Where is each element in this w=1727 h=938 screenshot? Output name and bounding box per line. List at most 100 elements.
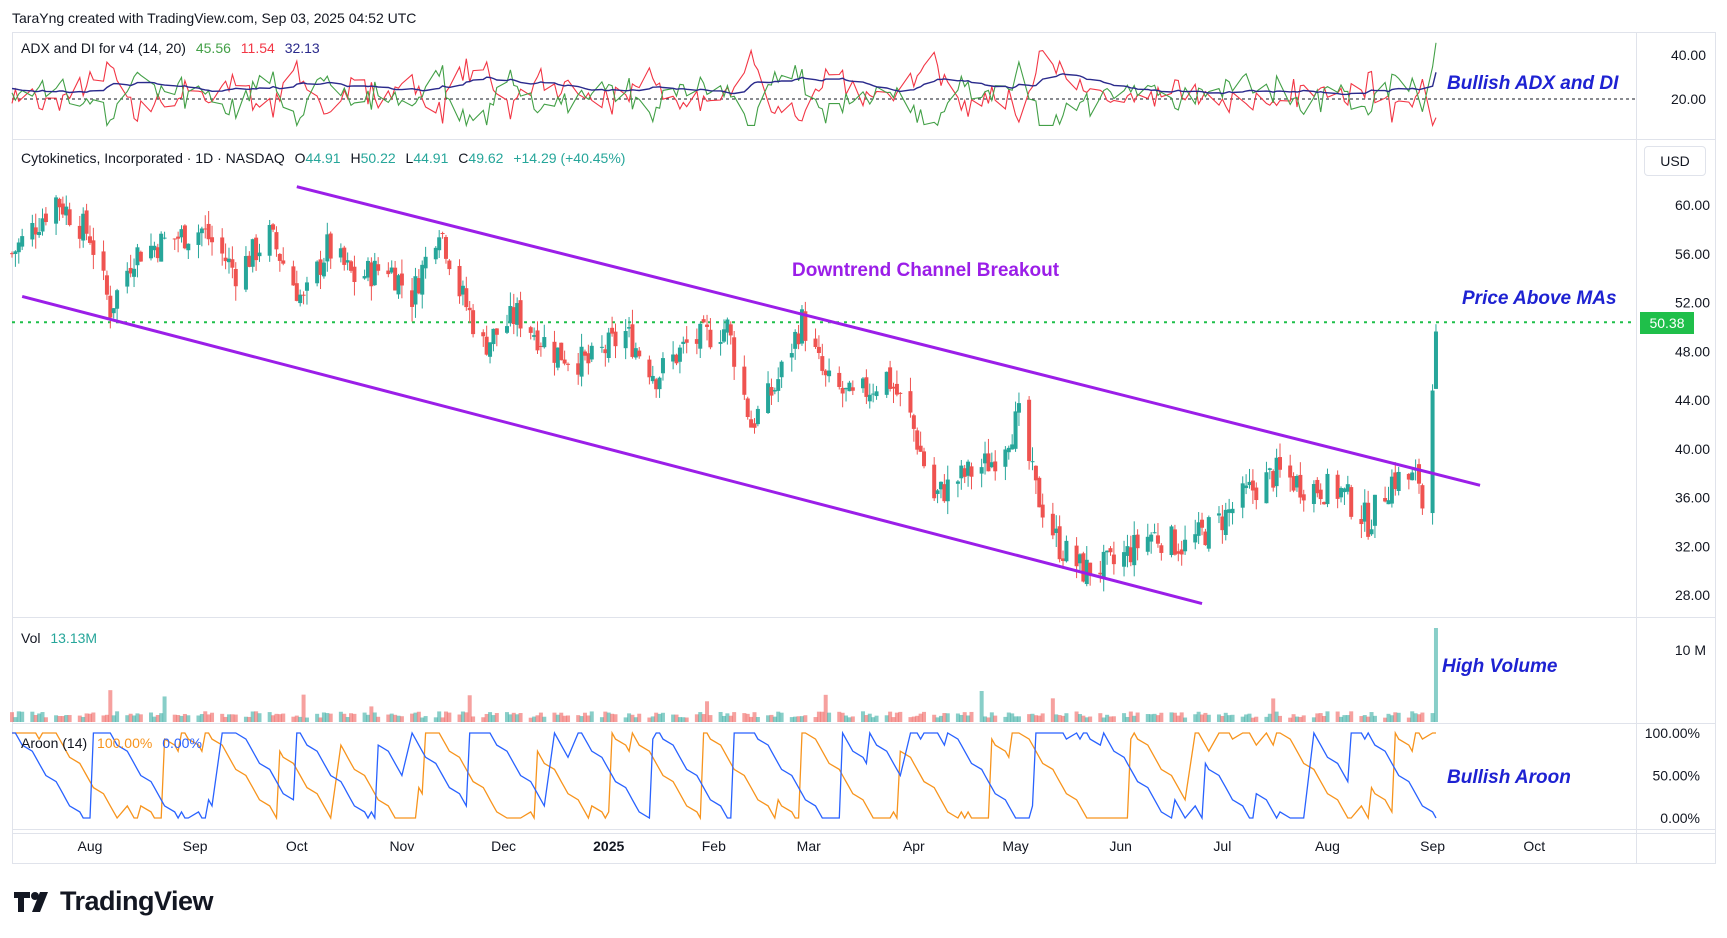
volume-bar (162, 696, 167, 722)
time-axis-tick: Dec (491, 838, 516, 854)
volume-bar (321, 712, 326, 722)
candle-body (1227, 509, 1232, 513)
volume-bar (979, 691, 984, 722)
volume-bar (1145, 714, 1150, 722)
volume-bar (277, 714, 282, 722)
candle-body (827, 370, 832, 377)
time-axis-tick: Sep (1420, 838, 1445, 854)
volume-bar (966, 715, 971, 722)
candle-body (1098, 572, 1103, 575)
candle-body (1203, 531, 1208, 546)
candle-body (243, 256, 248, 290)
volume-bar (369, 706, 374, 722)
candle-body (135, 247, 140, 266)
volume-bar (721, 715, 726, 722)
volume-bar (891, 717, 896, 722)
volume-bar (1430, 713, 1435, 722)
time-axis-tick: 2025 (593, 838, 624, 854)
price-axis-tick: 48.00 (1675, 343, 1710, 359)
candle-body (1366, 502, 1371, 537)
candle-body (1230, 508, 1235, 514)
volume-bar (1098, 713, 1103, 722)
tradingview-logo[interactable]: TradingView (12, 886, 214, 917)
volume-bar (223, 716, 228, 722)
candle-body (1393, 472, 1398, 490)
candle-body (13, 251, 18, 254)
volume-bar (932, 714, 937, 722)
volume-bar (708, 715, 713, 722)
tradingview-logo-text: TradingView (60, 886, 214, 916)
candle-body (1288, 465, 1293, 478)
candle-body (1359, 519, 1364, 525)
volume-bar (779, 712, 784, 722)
volume-bar (135, 713, 140, 722)
candle-body (1396, 471, 1401, 491)
volume-bar (196, 715, 201, 722)
candle-body (962, 468, 967, 477)
volume-bar (1155, 715, 1160, 722)
volume-bar (1176, 715, 1181, 722)
candle-body (1335, 474, 1340, 499)
volume-bar (532, 716, 537, 722)
candle-body (206, 223, 211, 240)
candle-body (199, 228, 204, 234)
volume-bar (1152, 713, 1157, 722)
volume-bar (267, 712, 272, 722)
candle-body (894, 383, 899, 395)
candle-body (1149, 534, 1154, 542)
volume-bar (813, 717, 818, 722)
volume-bar (203, 711, 208, 722)
candle-body (345, 260, 350, 263)
candle-body (511, 307, 516, 325)
volume-bar (365, 714, 370, 722)
candle-body (162, 237, 167, 239)
volume-bar (1420, 712, 1425, 722)
volume-bar (894, 712, 899, 722)
candle-body (742, 366, 747, 395)
volume-bar (301, 694, 306, 722)
volume-bar (410, 713, 415, 722)
candle-body (203, 228, 208, 230)
volume-bar (538, 712, 543, 722)
time-axis-tick: Sep (183, 838, 208, 854)
volume-bar (542, 716, 547, 722)
candle-body (410, 290, 415, 307)
candle-body (599, 346, 604, 348)
candle-body (725, 319, 730, 333)
candle-body (844, 388, 849, 390)
volume-bar (1101, 717, 1106, 722)
candle-body (515, 303, 520, 325)
candle-body (37, 232, 42, 236)
candle-body (1135, 534, 1140, 549)
candle-body (657, 377, 662, 390)
candle-body (471, 310, 476, 335)
volume-bar (328, 713, 333, 722)
candle-body (1132, 534, 1137, 566)
volume-bar (10, 712, 14, 722)
currency-button[interactable]: USD (1644, 146, 1706, 176)
volume-bar (1372, 715, 1377, 722)
volume-bar (1335, 711, 1340, 722)
volume-bar (898, 711, 903, 722)
volume-bar (694, 714, 699, 722)
candle-body (623, 331, 628, 349)
volume-bar (443, 711, 448, 722)
time-axis-tick: May (1002, 838, 1028, 854)
candle-body (1084, 559, 1089, 585)
candle-body (233, 268, 238, 287)
volume-bar (837, 711, 842, 722)
volume-bar (291, 716, 296, 722)
volume-bar (1122, 713, 1127, 722)
candle-body (708, 329, 713, 348)
candle-body (850, 387, 855, 391)
candle-body (467, 307, 472, 311)
volume-bar (87, 713, 92, 722)
volume-bar (199, 714, 204, 722)
volume-bar (274, 713, 279, 722)
volume-bar (1135, 712, 1140, 722)
volume-bar (315, 713, 320, 722)
volume-bar (566, 715, 571, 722)
volume-bar (1301, 715, 1306, 722)
candle-body (416, 278, 421, 294)
